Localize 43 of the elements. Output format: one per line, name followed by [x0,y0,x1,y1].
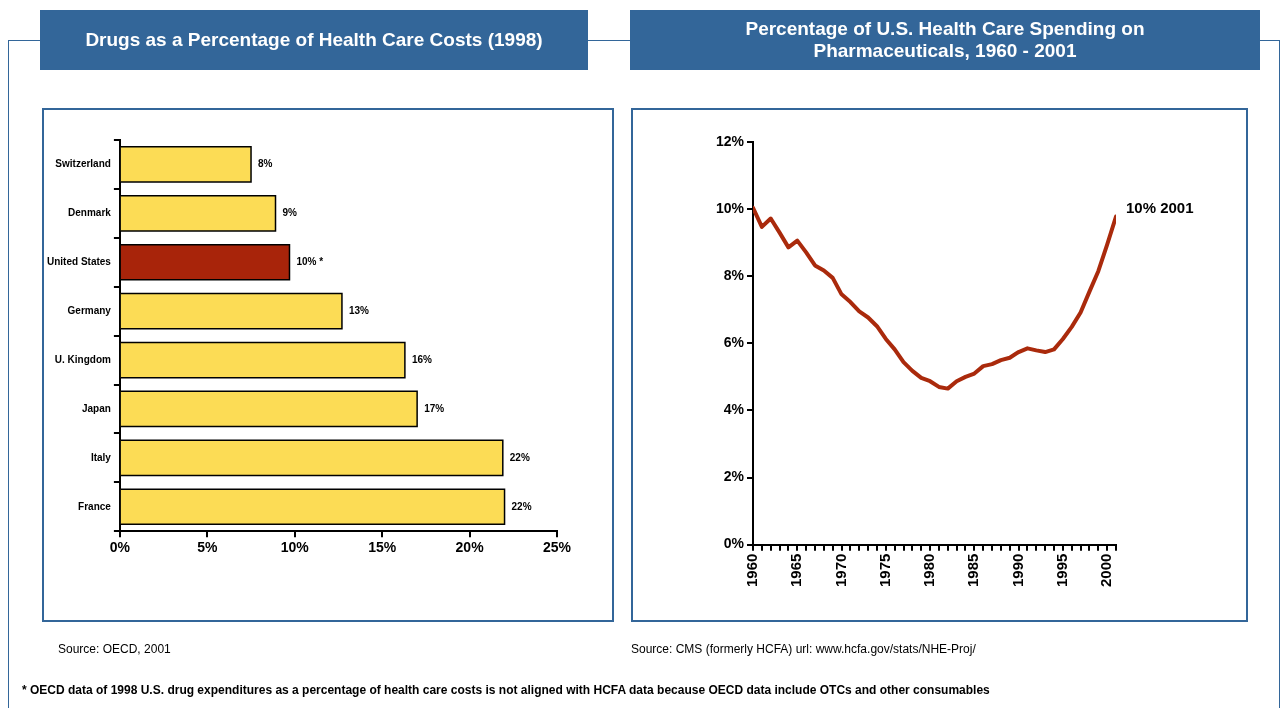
source-note: Source: CMS (formerly HCFA) url: www.hcfa.gov/stats/NHE-Proj/ [631,642,976,656]
y-tick-label: 8% [723,267,745,284]
x-tick-label: 1985 [964,553,982,588]
y-tick-label: Italy [90,451,112,463]
source-note: Source: OECD, 2001 [58,642,171,656]
data-label: 17% [424,402,445,414]
x-tick-label: 20% [455,539,485,556]
x-tick-label: 10% [280,539,310,556]
y-tick-label: Germany [67,304,112,316]
text: * OECD data of 1998 U.S. drug expenditures as a percentage of health care costs is not aligned with HCFA data because OECD data include OTCs and other consumables [22,683,990,697]
y-tick-label: United States [47,256,112,267]
x-tick-label: 1990 [1008,553,1026,588]
x-tick-label: 1965 [787,553,805,588]
x-tick-label: 1995 [1053,553,1071,588]
y-tick-label: 2% [723,468,745,485]
data-label: 13% [348,304,370,316]
x-tick-label: 0% [109,539,131,556]
y-tick-label: Japan [82,402,111,414]
annotation: 10% 2001 [1126,198,1194,216]
x-tick-label: 1980 [920,553,938,588]
data-label: 10% * [296,256,324,267]
y-tick-label: France [78,500,112,512]
y-tick-label: Switzerland [55,158,111,170]
chart-title: Percentage of U.S. Health Care Spending on Pharmaceuticals, 1960 - 2001 [630,10,1260,70]
y-tick-label: 12% [715,132,745,149]
y-tick-label: 4% [723,401,745,418]
x-tick-label: 1960 [743,553,761,588]
y-tick-label: Denmark [68,207,112,219]
data-label: 9% [282,207,298,219]
y-tick-label: U. Kingdom [54,353,111,365]
y-tick-label: 10% [715,199,745,216]
x-tick-label: 1975 [875,553,893,588]
x-tick-label: 2000 [1097,553,1115,588]
data-label: 8% [258,158,273,170]
x-tick-label: 25% [542,539,572,556]
data-label: 22% [511,500,532,512]
data-label: 22% [509,451,530,463]
data-label: 16% [411,353,433,365]
y-tick-label: 6% [723,334,745,351]
x-tick-label: 1970 [831,553,849,588]
chart-title: Drugs as a Percentage of Health Care Costs (1998) [40,10,588,70]
x-tick-label: 15% [368,539,397,556]
x-tick-label: 5% [197,539,218,556]
